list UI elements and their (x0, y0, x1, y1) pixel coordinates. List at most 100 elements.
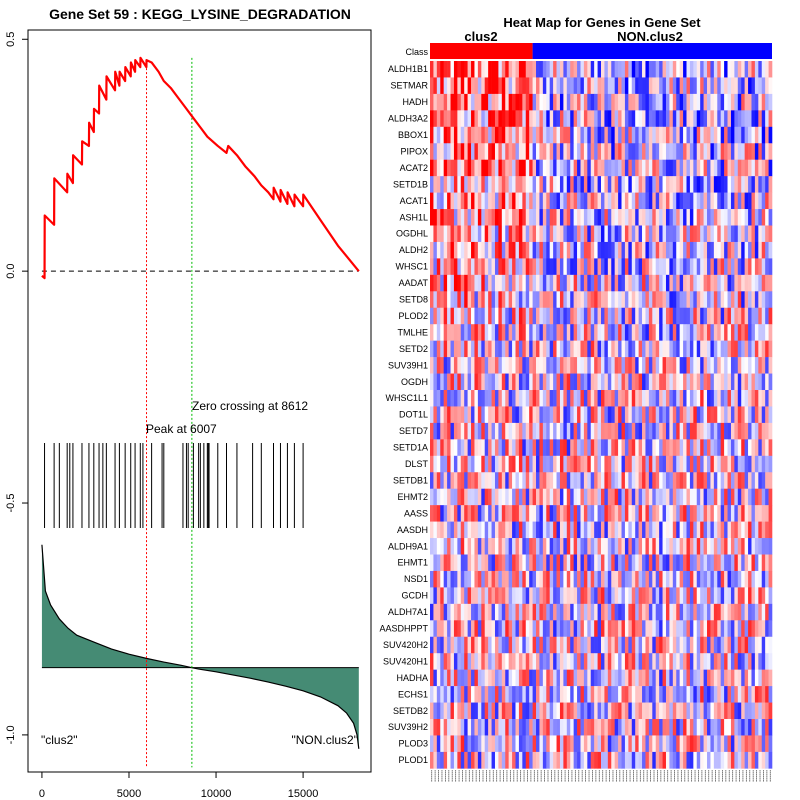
heatmap-cell (590, 357, 595, 374)
heatmap-cell (570, 488, 574, 506)
heatmap-cell (727, 258, 732, 276)
heatmap-cell (614, 587, 619, 605)
heatmap-cell (765, 241, 769, 259)
heatmap-cell (498, 159, 503, 177)
heatmap-cell (433, 538, 438, 555)
heatmap-cell (529, 636, 533, 654)
heatmap-cell (430, 159, 434, 177)
heatmap-cell (604, 307, 609, 325)
heatmap-cell (672, 422, 677, 440)
heatmap-cell (700, 159, 704, 177)
heatmap-cell (546, 455, 550, 473)
heatmap-cell (491, 159, 496, 177)
heatmap-cell (501, 274, 506, 292)
heatmap-cell (720, 307, 725, 325)
heatmap-cell (604, 324, 609, 341)
heatmap-cell (501, 620, 506, 638)
heatmap-cell (549, 176, 554, 193)
heatmap-cell (539, 340, 544, 358)
heatmap-cell (440, 340, 444, 358)
heatmap-cell (501, 241, 506, 259)
heatmap-cell (665, 751, 670, 769)
heatmap-cell (447, 324, 451, 341)
heatmap-cell (542, 307, 547, 325)
heatmap-cell (508, 422, 513, 440)
heatmap-cell (765, 61, 769, 78)
heatmap-cell (737, 472, 742, 489)
heatmap-cell (577, 653, 581, 670)
heatmap-cell (727, 373, 732, 391)
heatmap-cell (707, 521, 711, 539)
heatmap-cell (765, 735, 769, 753)
heatmap-cell (689, 406, 694, 424)
heatmap-cell (467, 126, 472, 144)
heatmap-cell (501, 751, 506, 769)
heatmap-cell (748, 241, 752, 259)
x-tick-label: 0 (39, 788, 45, 800)
heatmap-cell (703, 422, 708, 440)
heatmap-cell (471, 126, 475, 144)
heatmap-cell (631, 274, 636, 292)
heatmap-cell (703, 93, 708, 111)
heatmap-cell (542, 258, 547, 276)
heatmap-cell (467, 455, 472, 473)
heatmap-cell (515, 686, 520, 703)
heatmap-cell (443, 307, 448, 325)
heatmap-cell (724, 751, 728, 769)
heatmap-cell (467, 143, 472, 160)
heatmap-cell (542, 686, 547, 703)
heatmap-cell (635, 488, 639, 506)
heatmap-cell (433, 340, 438, 358)
heatmap-cell (638, 258, 643, 276)
heatmap-cell (642, 390, 646, 407)
heatmap-cell (638, 686, 643, 703)
heatmap-cell (655, 686, 660, 703)
heatmap-cell (679, 455, 684, 473)
heatmap-cell (621, 406, 626, 424)
heatmap-cell (501, 554, 506, 572)
heatmap-cell (536, 159, 540, 177)
heatmap-cell (659, 340, 663, 358)
heatmap-cell (471, 110, 475, 128)
heatmap-cell (748, 307, 752, 325)
heatmap-cell (488, 110, 492, 128)
heatmap-cell (477, 110, 482, 128)
heatmap-cell (457, 702, 462, 720)
heatmap-cell (724, 422, 728, 440)
heatmap-cell (669, 719, 674, 736)
heatmap-cell (713, 538, 718, 555)
heatmap-cell (573, 307, 578, 325)
heatmap-cell (525, 488, 530, 506)
heatmap-cell (464, 406, 468, 424)
heatmap-cell (594, 209, 598, 226)
heatmap-cell (621, 719, 626, 736)
heatmap-cell (587, 554, 592, 572)
heatmap-cell (518, 554, 523, 572)
heatmap-cell (498, 225, 503, 243)
heatmap-cell (734, 620, 739, 638)
heatmap-cell (583, 653, 588, 670)
heatmap-cell (536, 291, 540, 309)
heatmap-cell (638, 488, 643, 506)
heatmap-cell (430, 340, 434, 358)
heatmap-cell (471, 636, 475, 654)
heatmap-cell (635, 521, 639, 539)
heatmap-cell (751, 686, 756, 703)
heatmap-cell (563, 274, 568, 292)
heatmap-cell (720, 587, 725, 605)
heatmap-cell (522, 209, 527, 226)
heatmap-cell (518, 209, 523, 226)
heatmap-cell (566, 373, 571, 391)
heatmap-cell (624, 390, 629, 407)
heatmap-cell (536, 126, 540, 144)
heatmap-cell (460, 258, 465, 276)
heatmap-cell (563, 636, 568, 654)
heatmap-cell (481, 274, 486, 292)
heatmap-cell (624, 702, 629, 720)
heatmap-cell (744, 192, 749, 210)
heatmap-cell (710, 93, 715, 111)
heatmap-cell (529, 521, 533, 539)
heatmap-cell (433, 439, 438, 457)
heatmap-cell (498, 570, 503, 588)
heatmap-cell (447, 587, 451, 605)
